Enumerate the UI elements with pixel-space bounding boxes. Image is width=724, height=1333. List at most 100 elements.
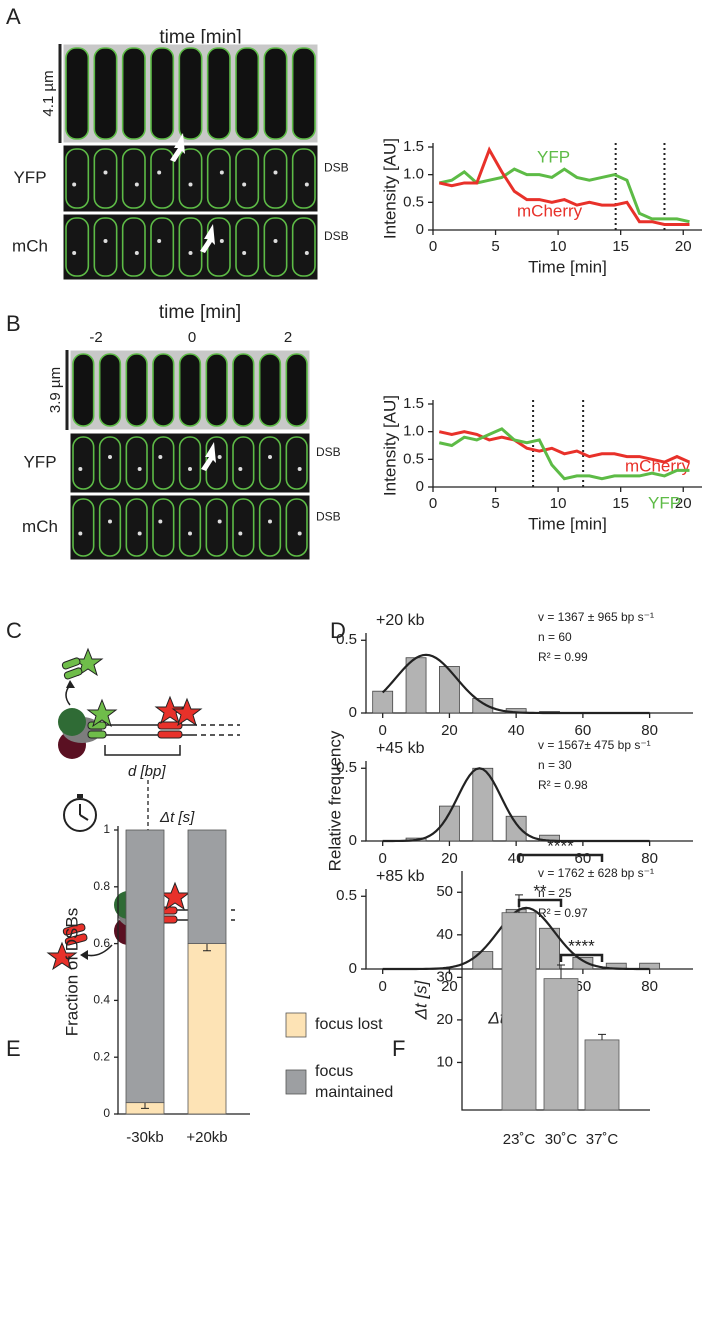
- x-tick-label: 80: [641, 722, 658, 739]
- cell: [73, 354, 94, 426]
- focus: [219, 239, 224, 243]
- cell-outline: [235, 148, 260, 209]
- dsb-label: DSB: [316, 445, 341, 459]
- distance-label: +20 kb: [376, 612, 425, 629]
- cell: [236, 48, 259, 139]
- cell-outline: [93, 47, 118, 140]
- legend-label: focus lost: [315, 1016, 383, 1033]
- fit-stat: v = 1762 ± 628 bp s⁻¹: [538, 866, 654, 880]
- bar-segment: [187, 829, 227, 944]
- scale-label: 3.9 µm: [47, 367, 64, 413]
- y-axis-title: Intensity [AU]: [380, 138, 399, 239]
- cell-outline: [98, 436, 122, 490]
- cell: [207, 48, 230, 139]
- cell: [122, 48, 145, 139]
- channel-label: YFP: [13, 168, 46, 187]
- panel-label: C: [6, 618, 22, 643]
- cell: [286, 354, 307, 426]
- x-tick-label: +20kb: [186, 1129, 227, 1146]
- x-tick-label: 20: [441, 850, 458, 867]
- y-tick-label: 1.5: [403, 395, 424, 412]
- cell-outline: [152, 498, 175, 557]
- focus: [158, 455, 163, 459]
- y-axis-title: Δt [s]: [411, 979, 430, 1020]
- y-tick-label: 1.5: [403, 138, 424, 155]
- cell-outline: [98, 498, 122, 557]
- x-tick-label: 0: [379, 722, 387, 739]
- cell-outline: [125, 436, 148, 490]
- cell-outline: [285, 498, 308, 557]
- cell-outline: [121, 217, 146, 277]
- y-tick-label: 0.4: [93, 993, 110, 1007]
- cell: [66, 48, 89, 139]
- fit-curve: [382, 906, 650, 971]
- cell: [206, 354, 227, 426]
- cell-outline: [291, 47, 316, 140]
- focus: [134, 251, 139, 255]
- significance-label: **: [533, 881, 547, 900]
- focus: [188, 182, 193, 187]
- distance-label: +45 kb: [376, 740, 425, 757]
- y-axis-title: Intensity [AU]: [380, 395, 399, 496]
- bar: [405, 657, 427, 714]
- focus: [78, 467, 83, 471]
- x-tick-label: 60: [575, 722, 592, 739]
- y-tick-label: 40: [436, 926, 453, 943]
- x-tick-label: 40: [508, 722, 525, 739]
- cell-outline: [263, 148, 288, 209]
- micrograph: [62, 144, 319, 213]
- x-tick-label: 37˚C: [586, 1131, 619, 1148]
- cell-outline: [65, 217, 90, 277]
- cell-outline: [206, 47, 231, 140]
- significance-bracket: [517, 898, 563, 907]
- fit-stat: n = 25: [538, 886, 572, 900]
- focus: [188, 531, 192, 536]
- fit-curve: [382, 767, 650, 843]
- cell-outline: [291, 217, 316, 277]
- focus: [158, 519, 163, 524]
- cell-outline: [178, 436, 202, 490]
- cell-outline: [235, 217, 260, 277]
- y-tick-label: 0.5: [336, 631, 357, 648]
- significance-bracket: [559, 953, 604, 962]
- focus: [188, 467, 192, 471]
- focus: [137, 467, 142, 471]
- cell-outline: [65, 148, 90, 209]
- x-tick-label: 15: [612, 238, 629, 255]
- x-tick-label: 5: [491, 238, 499, 255]
- focus: [242, 251, 247, 255]
- image-title: time [min]: [159, 302, 241, 323]
- y-tick-label: 1.0: [403, 166, 424, 183]
- focus: [219, 170, 224, 175]
- y-tick-label: 0.2: [93, 1049, 110, 1063]
- bar: [372, 690, 394, 714]
- bar: [439, 805, 460, 842]
- focus: [238, 467, 243, 471]
- cell: [292, 48, 315, 139]
- significance-label: ****: [547, 836, 574, 855]
- y-tick-label: 0.6: [93, 936, 110, 950]
- bar: [539, 927, 560, 970]
- fit-curve: [381, 653, 650, 715]
- cell-outline: [232, 498, 255, 557]
- panel-label: B: [6, 311, 21, 336]
- x-tick-label: 0: [429, 495, 437, 512]
- x-tick-label: 0: [379, 978, 387, 995]
- cell-outline: [235, 47, 260, 140]
- focus: [217, 519, 222, 524]
- x-tick-label: 80: [641, 978, 658, 995]
- legend-label: focus maintained: [315, 1063, 393, 1101]
- focus: [273, 170, 278, 175]
- series-label: YFP: [648, 493, 681, 512]
- focus: [103, 170, 108, 175]
- y-tick-label: 0.5: [403, 450, 424, 467]
- cell-outline: [125, 353, 148, 427]
- cell-outline: [178, 498, 202, 557]
- cell-outline: [72, 353, 95, 427]
- y-tick-label: 20: [436, 1011, 453, 1028]
- fit-stat: v = 1367 ± 965 bp s⁻¹: [538, 610, 654, 624]
- distance-label: +85 kb: [376, 868, 425, 885]
- x-tick-label: -30kb: [126, 1129, 164, 1146]
- cell-outline: [150, 217, 175, 277]
